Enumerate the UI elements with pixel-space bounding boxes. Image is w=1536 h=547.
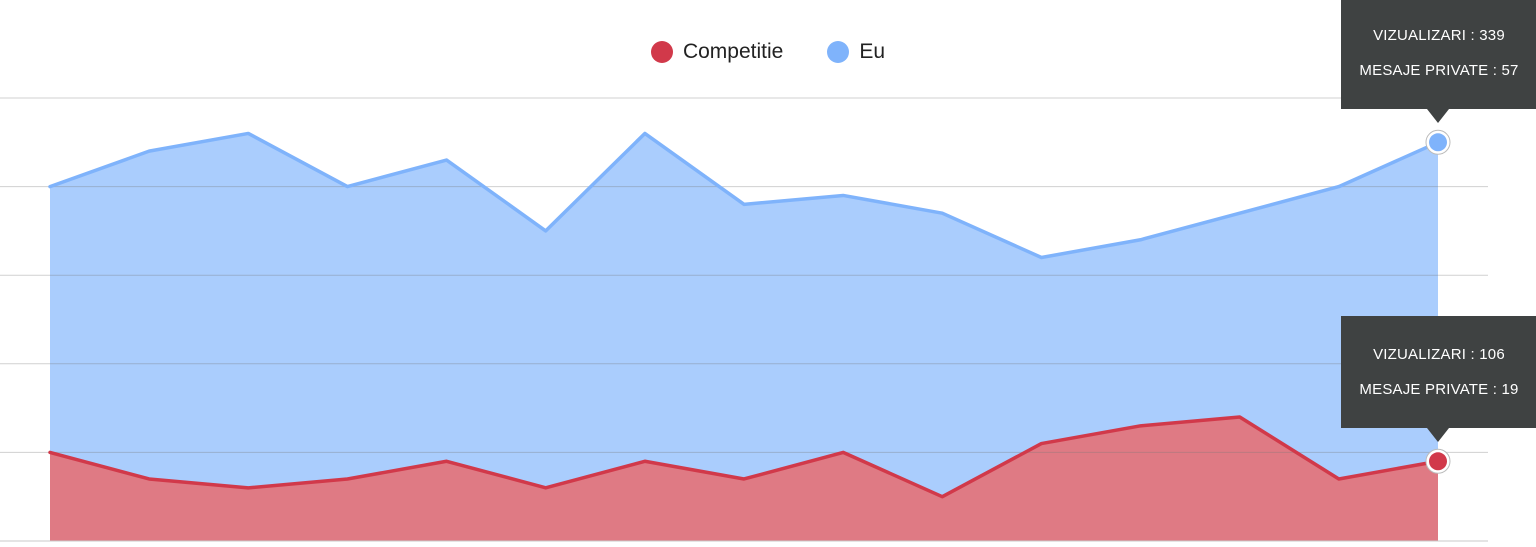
data-point-competitie <box>1429 452 1447 471</box>
tooltip-views-value: 339 <box>1479 27 1505 44</box>
legend: Competitie Eu <box>0 40 1536 64</box>
tooltip-row-messages: MESAJE PRIVATE : 19 <box>1355 381 1523 398</box>
legend-swatch-competitie <box>650 41 673 63</box>
tooltip-messages-label: MESAJE PRIVATE : <box>1359 381 1498 398</box>
tooltip-views-value: 106 <box>1479 346 1505 363</box>
legend-label-competitie: Competitie <box>682 40 784 63</box>
tooltip-competitie: VIZUALIZARI : 106 MESAJE PRIVATE : 19 <box>1341 316 1536 442</box>
data-point-eu <box>1429 133 1447 152</box>
tooltip-messages-label: MESAJE PRIVATE : <box>1359 62 1498 79</box>
tooltip-views-label: VIZUALIZARI : <box>1373 346 1475 363</box>
legend-item-competitie[interactable]: Competitie <box>650 40 784 64</box>
tooltip-views-label: VIZUALIZARI : <box>1373 27 1475 44</box>
tooltip-row-views: VIZUALIZARI : 106 <box>1355 346 1523 363</box>
tooltip-eu: VIZUALIZARI : 339 MESAJE PRIVATE : 57 <box>1341 0 1536 123</box>
area-competitie <box>50 416 1438 541</box>
tooltip-messages-value: 19 <box>1501 381 1519 398</box>
tooltip-row-messages: MESAJE PRIVATE : 57 <box>1355 62 1523 79</box>
tooltip-messages-value: 57 <box>1501 62 1519 79</box>
legend-label-eu: Eu <box>859 40 886 63</box>
line-competitie <box>48 415 1440 499</box>
line-eu <box>48 131 1440 260</box>
tooltip-row-views: VIZUALIZARI : 339 <box>1355 27 1523 44</box>
legend-swatch-eu <box>827 41 850 63</box>
legend-item-eu[interactable]: Eu <box>827 40 885 64</box>
